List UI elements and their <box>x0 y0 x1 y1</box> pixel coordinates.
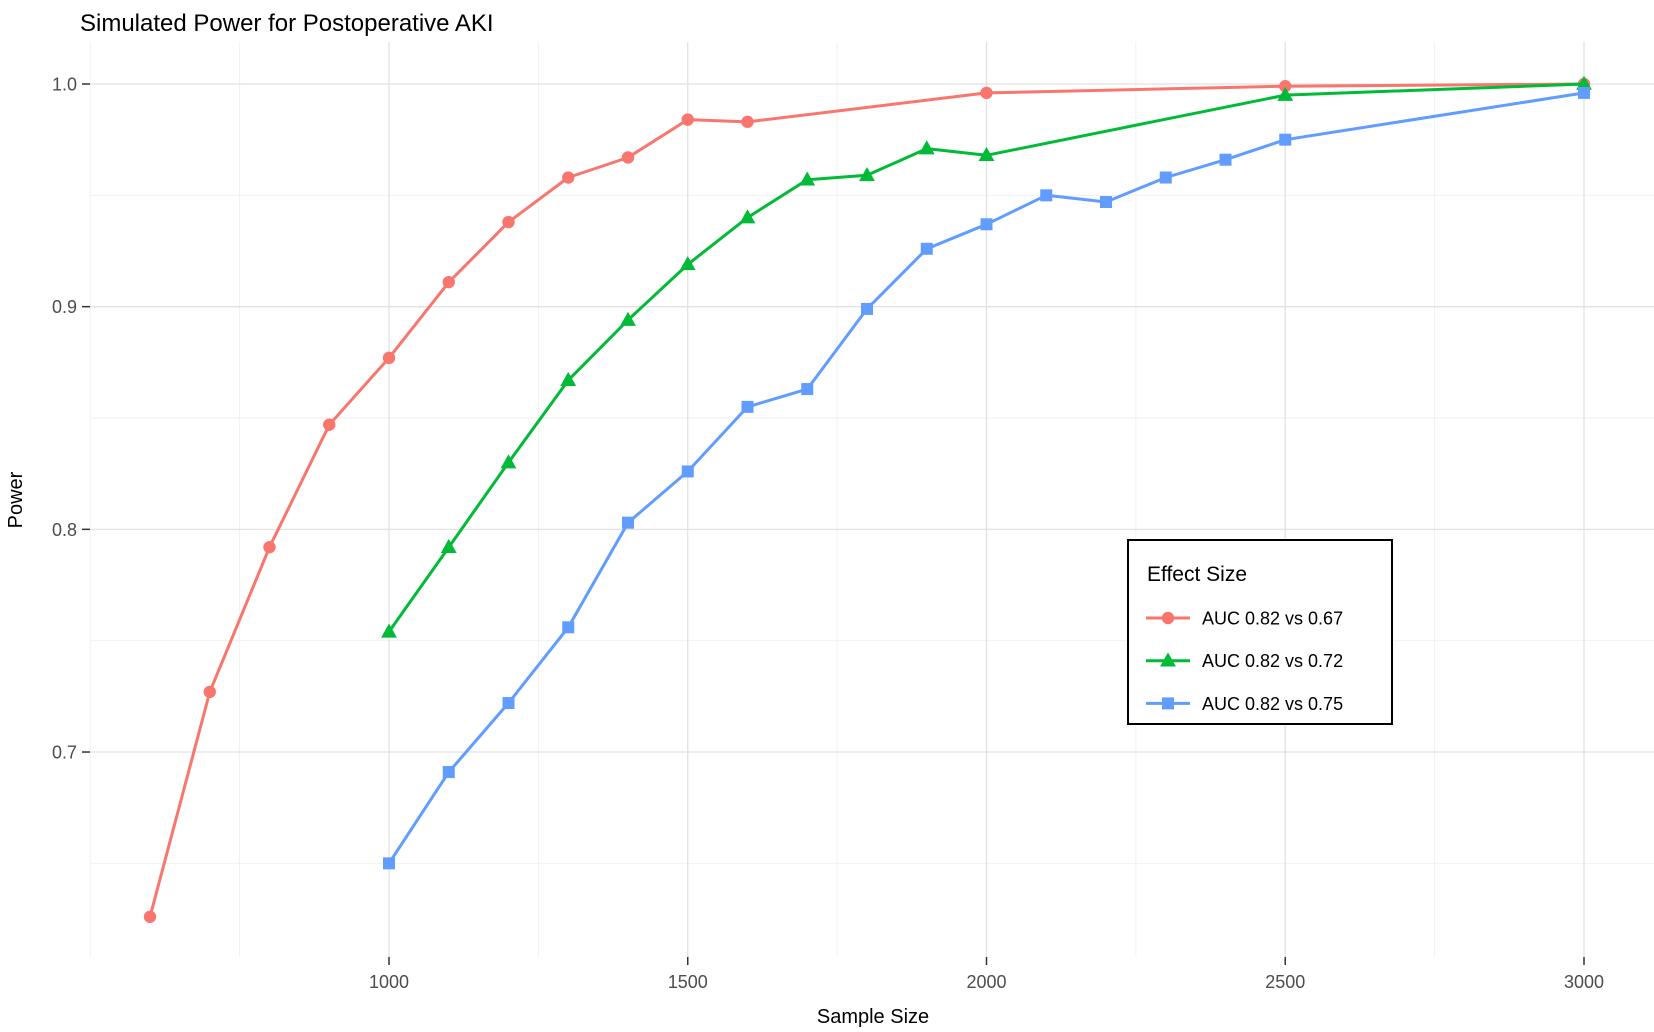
circle-marker <box>562 171 575 184</box>
legend-label: AUC 0.82 vs 0.72 <box>1202 651 1343 671</box>
circle-marker <box>263 540 276 554</box>
legend-title: Effect Size <box>1147 563 1247 586</box>
x-tick-label: 2500 <box>1265 972 1305 992</box>
triangle-marker <box>620 311 636 326</box>
triangle-marker <box>799 171 816 186</box>
square-marker <box>1040 189 1053 202</box>
triangle-marker <box>500 454 517 469</box>
legend-entry: AUC 0.82 vs 0.67 <box>1146 609 1343 629</box>
square-marker <box>383 857 395 870</box>
square-marker <box>681 465 694 478</box>
triangle-marker <box>978 146 995 162</box>
series-line <box>148 82 1586 919</box>
x-tick-label: 3000 <box>1564 972 1604 992</box>
legend-label: AUC 0.82 vs 0.67 <box>1202 609 1343 629</box>
circle-marker <box>502 215 515 229</box>
square-marker <box>1159 171 1172 184</box>
square-marker <box>980 218 993 231</box>
triangle-marker <box>918 140 935 155</box>
x-axis-title: Sample Size <box>817 1006 929 1028</box>
square-marker <box>920 242 933 255</box>
series-0 <box>143 77 1591 923</box>
y-axis-title: Power <box>5 471 27 528</box>
legend-label: AUC 0.82 vs 0.75 <box>1202 694 1343 714</box>
series-2 <box>383 86 1590 870</box>
circle-marker <box>980 86 993 100</box>
square-marker <box>502 697 515 710</box>
triangle-marker <box>679 256 696 271</box>
triangle-marker <box>440 538 457 553</box>
circle-marker <box>681 113 694 126</box>
square-marker <box>562 621 575 634</box>
series-1 <box>381 75 1592 638</box>
triangle-marker <box>1277 86 1294 101</box>
square-marker <box>1578 86 1590 99</box>
y-tick-label: 1.0 <box>52 75 77 95</box>
square-marker <box>1162 697 1174 710</box>
circle-marker <box>143 910 157 923</box>
triangle-marker <box>560 371 577 386</box>
square-marker <box>1100 196 1112 209</box>
x-tick-label: 2000 <box>966 972 1006 992</box>
triangle-marker <box>381 623 397 638</box>
legend-box <box>1127 539 1393 725</box>
chart-title: Simulated Power for Postoperative AKI <box>80 10 494 37</box>
circle-marker <box>323 418 336 431</box>
circle-marker <box>741 115 754 129</box>
legend-entry: AUC 0.82 vs 0.72 <box>1146 651 1343 671</box>
square-marker <box>801 383 814 396</box>
square-marker <box>622 516 634 529</box>
square-marker <box>442 766 455 779</box>
triangle-marker <box>1576 75 1592 90</box>
circle-marker <box>382 351 396 365</box>
circle-marker <box>1161 611 1175 625</box>
circle-marker <box>621 151 635 164</box>
circle-marker <box>442 275 455 289</box>
square-marker <box>741 400 754 413</box>
y-tick-label: 0.7 <box>52 743 77 763</box>
legend-entry: AUC 0.82 vs 0.75 <box>1146 694 1343 714</box>
triangle-marker <box>1160 652 1176 667</box>
x-tick-label: 1500 <box>668 972 708 992</box>
square-marker <box>1219 153 1232 166</box>
legend: Effect Size AUC 0.82 vs 0.67 AUC 0.82 vs 0… <box>1127 539 1393 725</box>
triangle-marker <box>739 209 756 224</box>
x-tick-label: 1000 <box>369 972 409 992</box>
axes: 0.7 0.8 0.9 1.0 1000 1500 2000 2500 3000 <box>52 75 1604 993</box>
y-tick-label: 0.8 <box>52 520 77 540</box>
data-series <box>143 75 1592 923</box>
square-marker <box>861 302 873 315</box>
y-tick-label: 0.9 <box>52 297 77 317</box>
circle-marker <box>1279 80 1292 93</box>
triangle-marker <box>859 166 875 182</box>
square-marker <box>1279 133 1292 146</box>
circle-marker <box>203 685 216 699</box>
